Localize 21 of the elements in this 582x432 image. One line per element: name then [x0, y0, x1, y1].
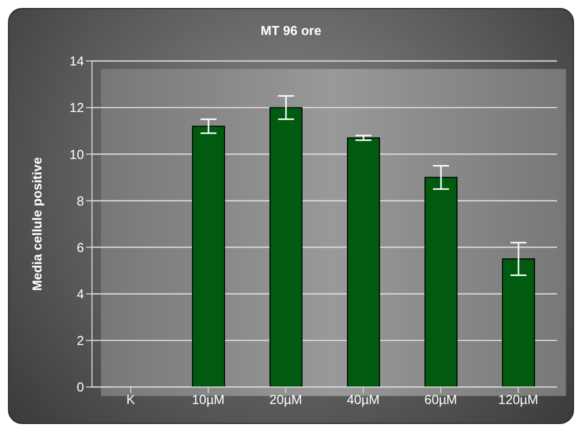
x-tick-label: 40µM: [346, 392, 380, 408]
x-tick-label: 20µM: [269, 392, 302, 408]
bar: [192, 126, 225, 387]
y-tick-label: 4: [76, 286, 84, 302]
bar: [347, 137, 380, 387]
x-tick-label: 60µM: [424, 392, 458, 408]
x-tick-label: 10µM: [192, 392, 225, 408]
x-tick-label: 120µM: [498, 392, 538, 408]
y-tick-label: 8: [76, 193, 84, 208]
y-tick-label: 6: [76, 240, 84, 255]
y-tick-label: 14: [70, 54, 84, 69]
bar: [270, 107, 302, 387]
y-axis-title: Media cellule positive: [30, 157, 45, 291]
x-tick-label: K: [126, 392, 136, 408]
y-tick-label: 10: [70, 146, 84, 162]
bar: [424, 176, 458, 387]
y-tick-label: 12: [70, 100, 84, 116]
y-tick-label: 2: [76, 333, 84, 348]
y-tick-label: 0: [76, 380, 84, 395]
bar: [502, 258, 535, 387]
chart-title: MT 96 ore: [260, 23, 322, 38]
